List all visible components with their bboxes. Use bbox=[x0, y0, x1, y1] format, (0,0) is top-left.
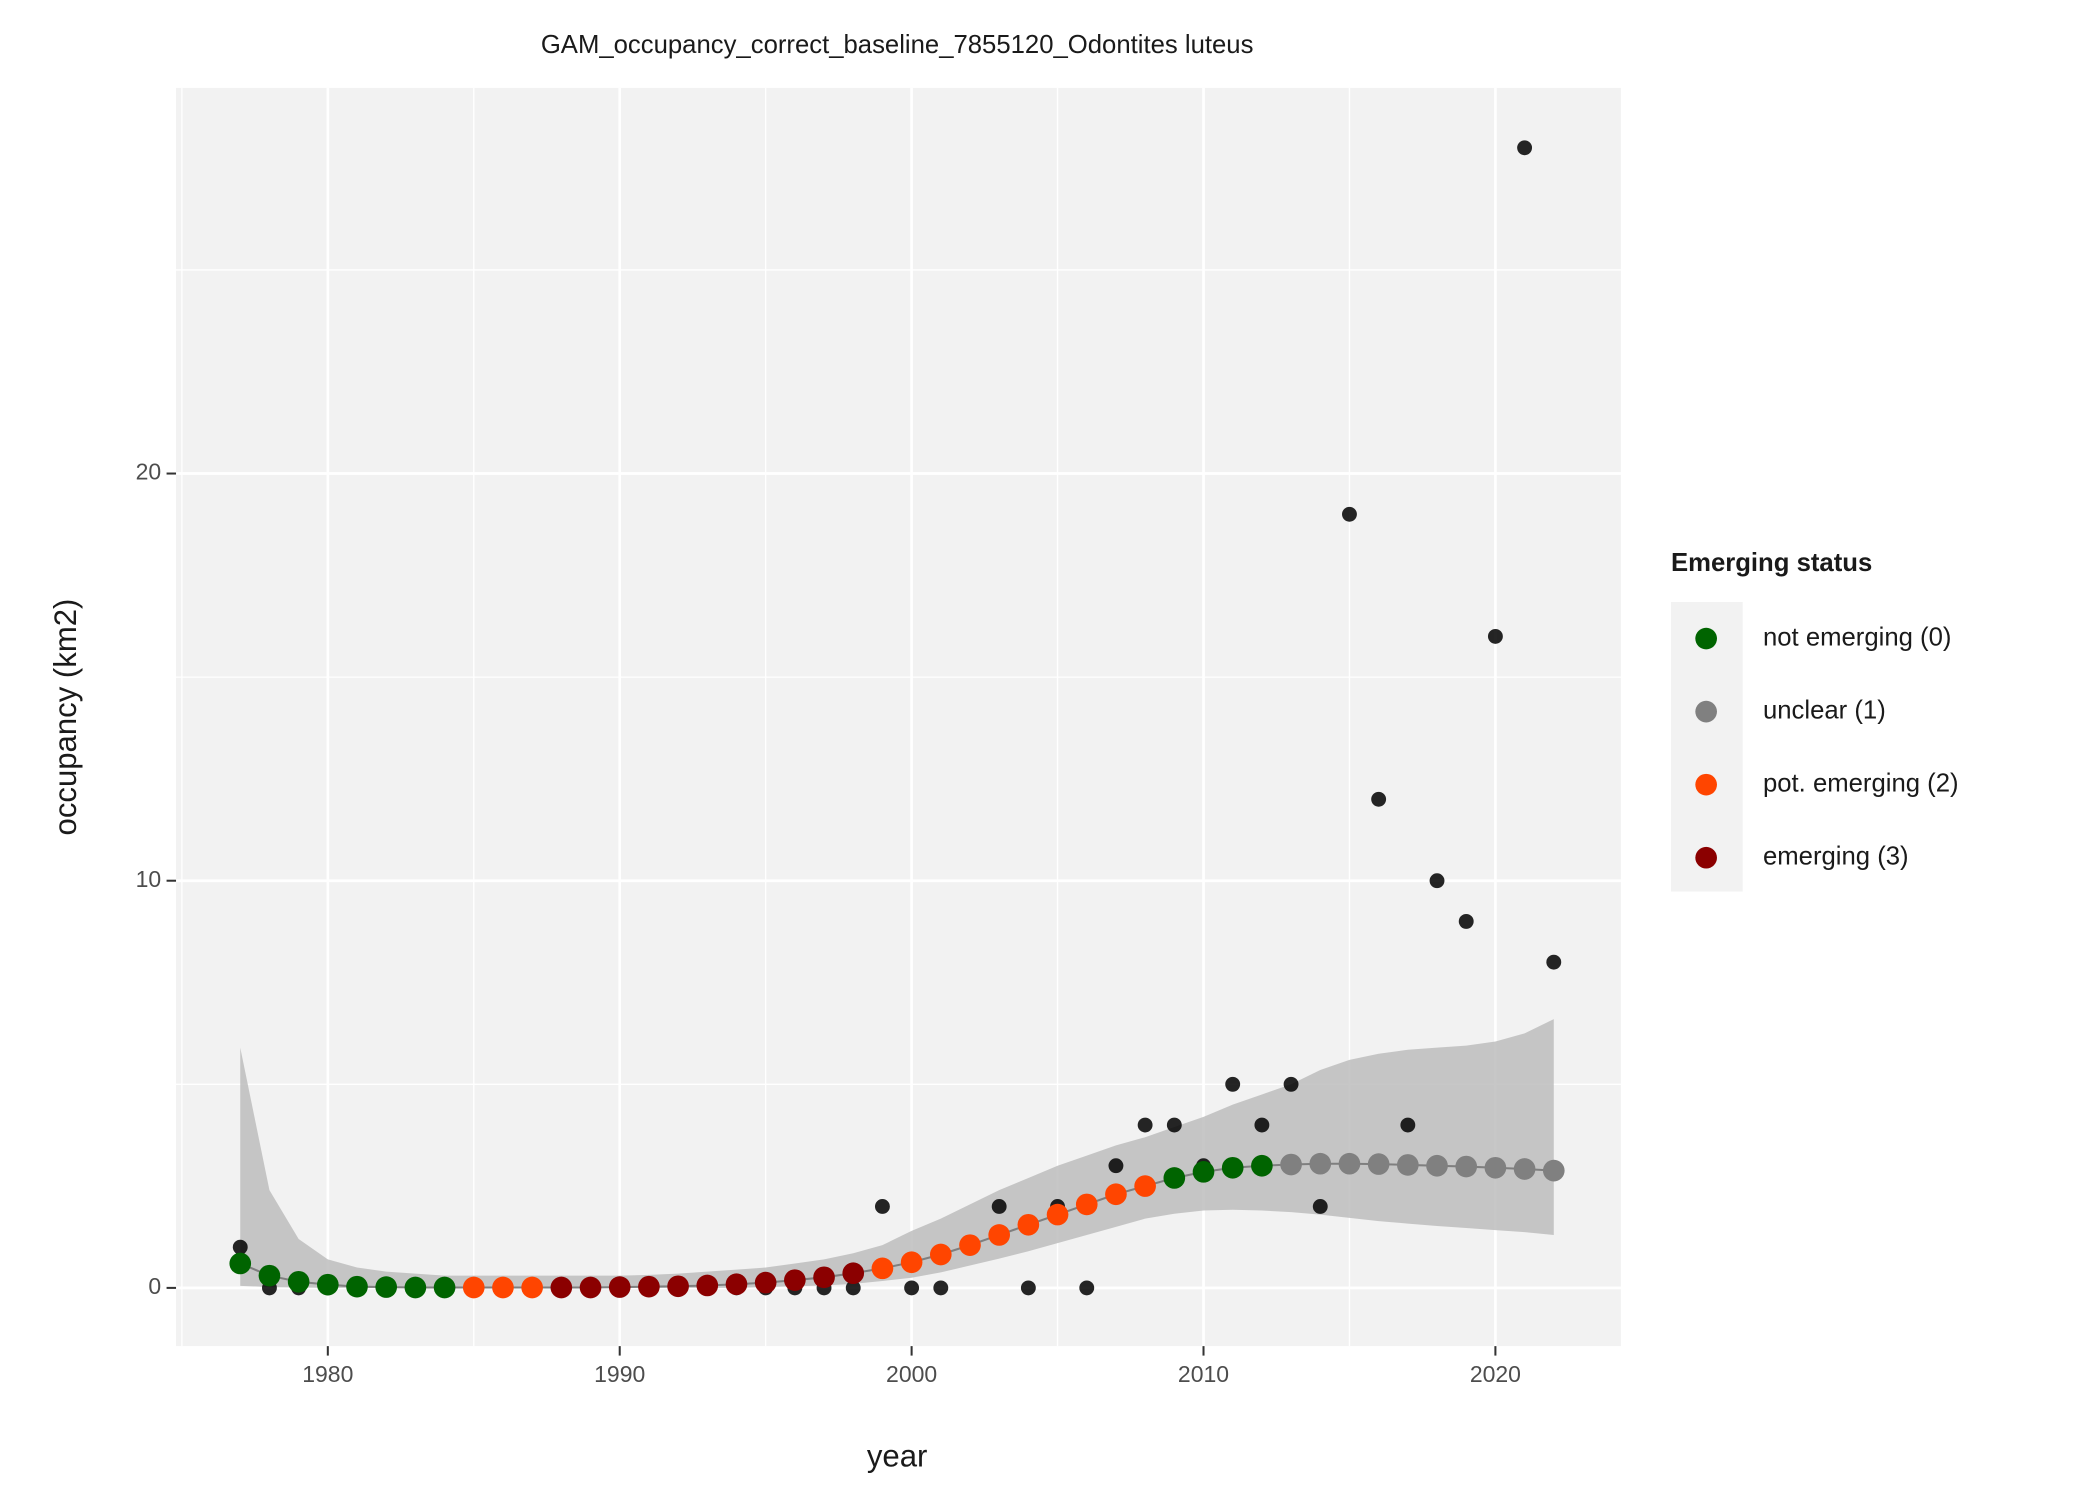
fitted-point bbox=[1251, 1154, 1273, 1177]
fitted-point bbox=[1075, 1193, 1098, 1216]
observed-point bbox=[874, 1199, 890, 1214]
x-tick-label: 2010 bbox=[1178, 1361, 1229, 1387]
observed-point bbox=[1166, 1117, 1182, 1133]
fitted-point bbox=[1105, 1183, 1127, 1206]
observed-point bbox=[1254, 1117, 1270, 1133]
fitted-point bbox=[929, 1243, 952, 1266]
fitted-point bbox=[1017, 1213, 1040, 1236]
legend-key bbox=[1695, 846, 1717, 869]
observed-point bbox=[1371, 791, 1387, 807]
observed-point bbox=[1546, 954, 1562, 970]
fitted-point bbox=[1221, 1156, 1244, 1179]
x-tick-label: 1990 bbox=[594, 1361, 645, 1387]
fitted-point bbox=[1426, 1154, 1448, 1177]
fitted-point bbox=[462, 1276, 485, 1299]
fitted-point bbox=[1192, 1161, 1215, 1183]
observed-point bbox=[1400, 1117, 1416, 1133]
legend-label: not emerging (0) bbox=[1763, 623, 1951, 651]
chart-title: GAM_occupancy_correct_baseline_7855120_O… bbox=[541, 31, 1254, 59]
fitted-point bbox=[1367, 1153, 1390, 1175]
fitted-point bbox=[316, 1273, 339, 1296]
fitted-point bbox=[1280, 1153, 1302, 1176]
fitted-point bbox=[1163, 1167, 1186, 1189]
fitted-point bbox=[1046, 1203, 1069, 1226]
legend-label: pot. emerging (2) bbox=[1763, 769, 1959, 797]
fitted-point bbox=[1338, 1152, 1361, 1175]
x-tick-label: 2000 bbox=[886, 1361, 937, 1387]
x-axis-label: year bbox=[867, 1439, 928, 1474]
fitted-point bbox=[258, 1264, 281, 1287]
legend-key bbox=[1695, 700, 1717, 723]
fitted-point bbox=[696, 1274, 719, 1297]
fitted-point bbox=[1309, 1152, 1332, 1175]
fitted-point bbox=[1455, 1155, 1478, 1178]
fitted-point bbox=[784, 1269, 806, 1291]
fitted-point bbox=[1513, 1158, 1536, 1180]
y-tick-label: 20 bbox=[136, 459, 162, 485]
legend-label: emerging (3) bbox=[1763, 843, 1909, 871]
x-tick-label: 2020 bbox=[1470, 1361, 1521, 1387]
observed-point bbox=[1517, 140, 1533, 156]
legend-key bbox=[1695, 773, 1717, 796]
fitted-point bbox=[1484, 1156, 1507, 1179]
observed-point bbox=[1108, 1158, 1124, 1174]
observed-point bbox=[991, 1199, 1007, 1214]
fitted-point bbox=[287, 1270, 310, 1293]
fitted-point bbox=[579, 1276, 602, 1299]
observed-point bbox=[1312, 1199, 1328, 1214]
x-tick-label: 1980 bbox=[302, 1361, 353, 1387]
fitted-point bbox=[842, 1262, 865, 1285]
fitted-point bbox=[725, 1273, 748, 1296]
fitted-point bbox=[375, 1276, 398, 1298]
fitted-point bbox=[608, 1276, 631, 1298]
fitted-line bbox=[239, 1162, 1554, 1289]
observed-point bbox=[1079, 1280, 1095, 1296]
fitted-point bbox=[813, 1266, 835, 1289]
legend-label: unclear (1) bbox=[1763, 696, 1886, 724]
observed-point bbox=[845, 1280, 861, 1296]
fitted-point bbox=[1397, 1154, 1419, 1176]
observed-point bbox=[1225, 1076, 1241, 1092]
fitted-point bbox=[229, 1252, 252, 1275]
y-tick-label: 0 bbox=[148, 1273, 161, 1299]
fitted-point bbox=[433, 1276, 456, 1299]
y-axis-label: occupancy (km2) bbox=[48, 599, 83, 836]
fitted-point bbox=[754, 1271, 777, 1294]
observed-point bbox=[1458, 913, 1474, 929]
fitted-point bbox=[638, 1275, 660, 1298]
fitted-point bbox=[346, 1275, 368, 1298]
observed-point bbox=[1487, 628, 1503, 644]
fitted-point bbox=[1134, 1175, 1156, 1197]
fitted-point bbox=[988, 1224, 1011, 1246]
observed-point bbox=[1137, 1117, 1153, 1133]
confidence-band bbox=[240, 1019, 1554, 1288]
observed-point bbox=[1429, 873, 1445, 889]
legend-title: Emerging status bbox=[1671, 549, 1872, 577]
fitted-point bbox=[521, 1276, 543, 1299]
fitted-point bbox=[492, 1276, 514, 1299]
observed-point bbox=[933, 1280, 949, 1296]
observed-point bbox=[232, 1239, 248, 1255]
legend-key-bg bbox=[1670, 602, 1743, 892]
fitted-point bbox=[871, 1257, 894, 1280]
fitted-point bbox=[1542, 1159, 1565, 1182]
fitted-point bbox=[667, 1275, 689, 1298]
fitted-point bbox=[550, 1276, 573, 1299]
legend-key bbox=[1695, 627, 1717, 650]
fitted-point bbox=[959, 1234, 981, 1256]
observed-point bbox=[1342, 506, 1357, 522]
y-tick-label: 10 bbox=[136, 866, 162, 892]
observed-point bbox=[1020, 1280, 1036, 1296]
observed-point bbox=[904, 1280, 920, 1296]
fitted-point bbox=[900, 1251, 923, 1274]
fitted-point bbox=[404, 1276, 427, 1299]
observed-point bbox=[1283, 1076, 1299, 1092]
